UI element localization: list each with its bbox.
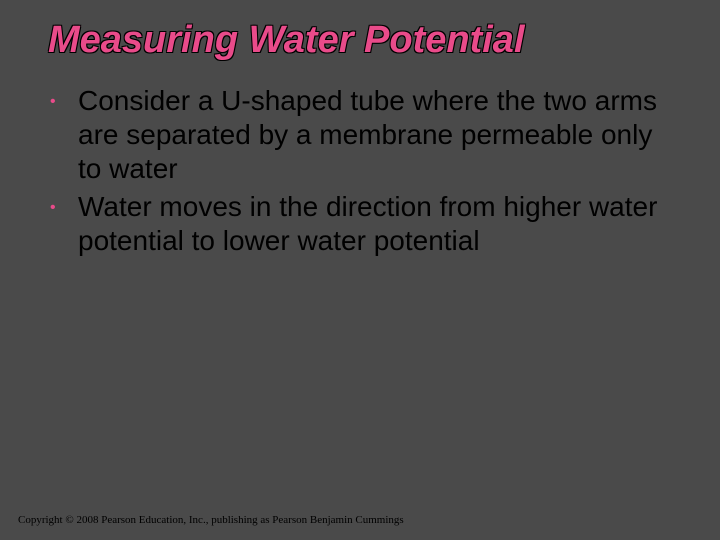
bullet-list: • Consider a U-shaped tube where the two…	[48, 84, 672, 259]
slide: Measuring Water Potential • Consider a U…	[0, 0, 720, 540]
bullet-text: Water moves in the direction from higher…	[78, 190, 672, 258]
copyright-text: Copyright © 2008 Pearson Education, Inc.…	[18, 514, 404, 526]
bullet-icon: •	[48, 190, 78, 226]
list-item: • Water moves in the direction from high…	[48, 190, 672, 258]
list-item: • Consider a U-shaped tube where the two…	[48, 84, 672, 186]
bullet-text: Consider a U-shaped tube where the two a…	[78, 84, 672, 186]
bullet-icon: •	[48, 84, 78, 120]
slide-title: Measuring Water Potential	[48, 20, 672, 62]
